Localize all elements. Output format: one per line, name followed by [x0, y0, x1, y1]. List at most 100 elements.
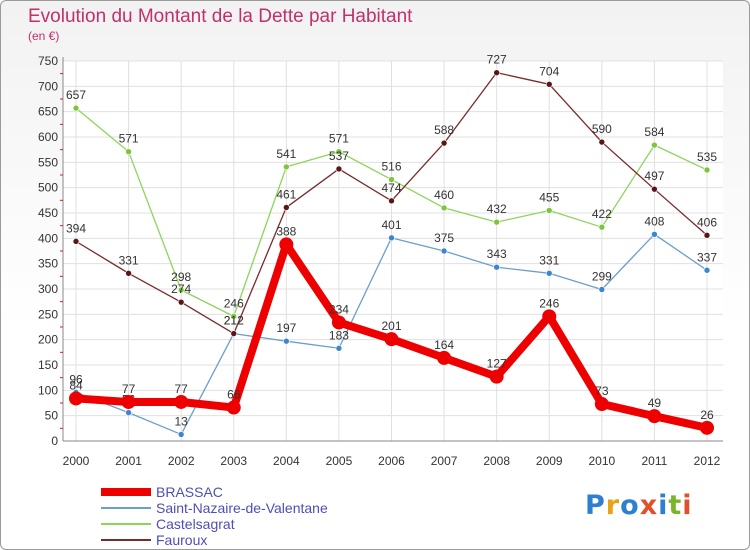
data-point-saint-nazaire-de-valentane	[335, 344, 343, 352]
x-tick-label: 2008	[483, 454, 510, 468]
data-label-brassac: 77	[122, 382, 136, 396]
data-point-saint-nazaire-de-valentane	[493, 263, 500, 271]
x-tick-label: 2007	[431, 454, 458, 468]
data-point-brassac	[437, 350, 452, 365]
data-label-brassac: 26	[700, 408, 714, 422]
y-tick-label: 600	[38, 130, 58, 144]
chart-subtitle: (en €)	[28, 29, 60, 43]
data-point-brassac	[121, 394, 136, 409]
data-point-saint-nazaire-de-valentane	[651, 230, 658, 238]
data-point-brassac	[384, 332, 399, 347]
data-label-castelsagrat: 657	[66, 88, 86, 102]
y-tick-label: 400	[38, 231, 58, 245]
data-label-castelsagrat: 455	[539, 190, 559, 204]
data-point-castelsagrat	[598, 223, 606, 231]
logo-letter: r	[605, 490, 621, 521]
data-point-castelsagrat	[72, 104, 80, 112]
data-label-fauroux: 394	[66, 221, 86, 235]
data-point-fauroux	[177, 298, 185, 306]
data-point-castelsagrat	[125, 148, 132, 155]
legend-label: Saint-Nazaire-de-Valentane	[156, 500, 328, 516]
data-label-saint-nazaire-de-valentane: 212	[224, 314, 244, 328]
data-label-castelsagrat: 571	[119, 132, 139, 146]
data-point-castelsagrat	[335, 148, 343, 155]
data-label-fauroux: 588	[434, 123, 454, 137]
logo-letter: t	[668, 490, 683, 521]
logo-letter: x	[639, 490, 659, 521]
y-tick-label: 100	[38, 383, 58, 397]
chart-title: Evolution du Montant de la Dette par Hab…	[28, 6, 413, 27]
y-tick-label: 150	[38, 358, 58, 372]
data-label-brassac: 388	[276, 224, 296, 238]
x-tick-label: 2011	[642, 454, 668, 468]
data-point-fauroux	[598, 138, 606, 146]
data-point-castelsagrat	[651, 141, 658, 149]
y-tick-label: 550	[38, 155, 58, 169]
data-label-brassac: 77	[174, 382, 188, 396]
data-point-brassac	[226, 400, 241, 415]
x-tick-label: 2002	[168, 454, 195, 468]
data-label-castelsagrat: 422	[592, 207, 612, 221]
data-point-saint-nazaire-de-valentane	[388, 234, 395, 242]
data-label-fauroux: 406	[697, 215, 717, 229]
data-point-brassac	[69, 391, 83, 406]
y-tick-label: 50	[45, 409, 59, 423]
data-label-fauroux: 727	[487, 53, 507, 67]
x-tick-label: 2009	[536, 454, 563, 468]
x-tick-label: 2005	[326, 454, 353, 468]
data-label-fauroux: 474	[381, 181, 401, 195]
data-point-castelsagrat	[388, 176, 395, 183]
x-tick-label: 2000	[63, 454, 90, 468]
data-point-castelsagrat	[283, 163, 290, 171]
data-point-fauroux	[493, 69, 500, 76]
data-point-fauroux	[651, 185, 658, 193]
data-label-fauroux: 274	[171, 282, 191, 296]
data-label-fauroux: 212	[224, 314, 244, 328]
y-tick-label: 500	[38, 181, 58, 195]
data-point-castelsagrat	[493, 218, 500, 226]
data-point-fauroux	[703, 231, 711, 239]
data-label-castelsagrat: 298	[171, 270, 191, 284]
data-label-saint-nazaire-de-valentane: 331	[539, 253, 559, 267]
data-point-saint-nazaire-de-valentane	[125, 409, 132, 416]
data-label-brassac: 234	[329, 302, 349, 316]
y-tick-label: 350	[38, 257, 58, 271]
data-label-saint-nazaire-de-valentane: 197	[276, 321, 296, 335]
data-point-saint-nazaire-de-valentane	[177, 431, 185, 438]
data-label-fauroux: 537	[329, 149, 349, 163]
data-point-fauroux	[230, 330, 238, 337]
data-label-brassac: 127	[487, 357, 507, 371]
data-label-castelsagrat: 460	[434, 188, 454, 202]
data-point-fauroux	[388, 197, 395, 205]
proxiti-logo: Proxiti	[585, 490, 693, 521]
y-tick-label: 250	[38, 307, 58, 321]
data-label-brassac: 164	[434, 338, 454, 352]
data-point-saint-nazaire-de-valentane	[440, 247, 448, 255]
data-label-castelsagrat: 571	[329, 132, 349, 146]
data-point-saint-nazaire-de-valentane	[283, 337, 290, 345]
data-label-castelsagrat: 584	[644, 125, 664, 139]
data-label-castelsagrat: 432	[487, 202, 507, 216]
y-tick-label: 200	[38, 333, 58, 347]
data-point-brassac	[279, 237, 294, 252]
data-point-brassac	[647, 409, 662, 424]
legend-swatch	[101, 539, 151, 541]
data-point-castelsagrat	[440, 204, 448, 212]
data-label-brassac: 84	[69, 378, 83, 392]
data-point-fauroux	[283, 204, 290, 211]
data-point-fauroux	[545, 81, 553, 88]
legend-swatch	[101, 523, 151, 525]
data-point-castelsagrat	[545, 207, 553, 214]
data-point-brassac	[700, 420, 714, 435]
data-point-brassac	[542, 309, 557, 324]
data-label-fauroux: 461	[276, 187, 296, 201]
x-tick-label: 2010	[588, 454, 615, 468]
x-tick-label: 2006	[378, 454, 405, 468]
data-label-brassac: 201	[381, 319, 401, 333]
x-tick-label: 2004	[273, 454, 300, 468]
data-label-fauroux: 590	[592, 122, 612, 136]
logo-letter: i	[658, 490, 669, 521]
data-label-saint-nazaire-de-valentane: 343	[487, 247, 507, 261]
data-label-saint-nazaire-de-valentane: 299	[592, 270, 612, 284]
